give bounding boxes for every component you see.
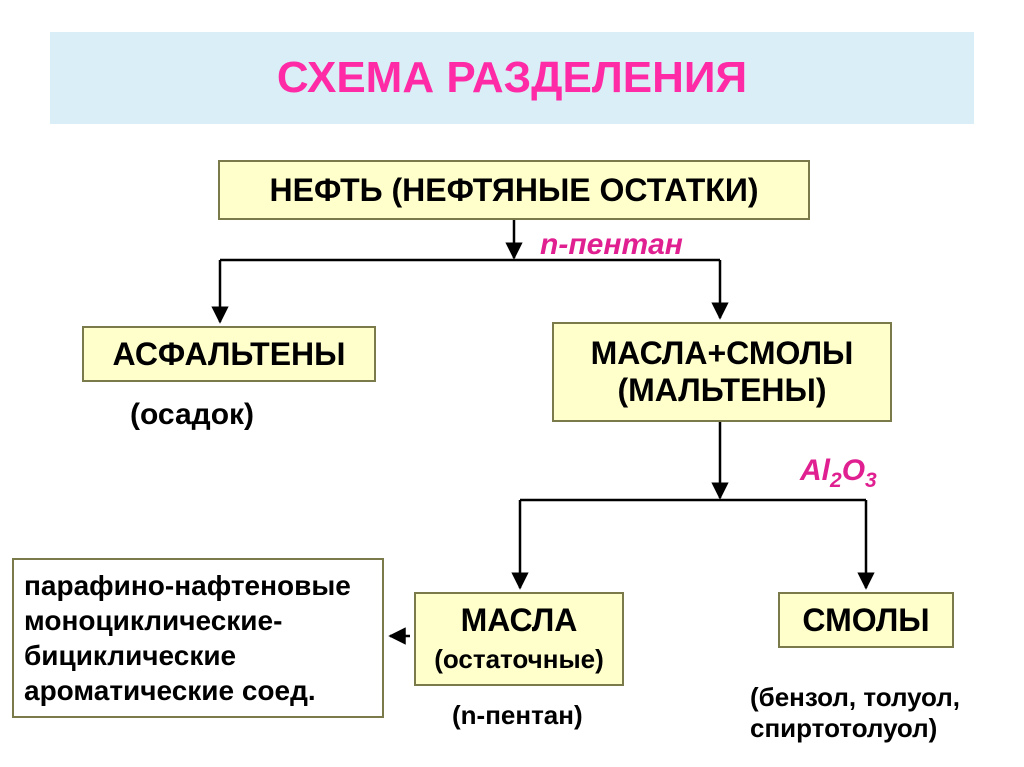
node-resins: СМОЛЫ (778, 592, 954, 648)
sidenote-line: бициклические (24, 638, 372, 673)
sidenote-line: ароматические соед. (24, 673, 372, 708)
sidenote-line: парафино-нафтеновые (24, 568, 372, 603)
node-root-text: НЕФТЬ (НЕФТЯНЫЕ ОСТАТКИ) (270, 172, 759, 209)
sidenote-line: моноциклические- (24, 603, 372, 638)
sidenote-compounds: парафино-нафтеновыемоноциклические-бицик… (12, 558, 384, 718)
diagram-title-text: СХЕМА РАЗДЕЛЕНИЯ (277, 53, 747, 103)
node-maltenes-text: МАСЛА+СМОЛЫ(МАЛЬТЕНЫ) (591, 335, 854, 409)
caption-al2o3: Al2O3 (800, 454, 877, 493)
diagram-title: СХЕМА РАЗДЕЛЕНИЯ (50, 32, 974, 124)
caption-resins-solvents: (бензол, толуол,спиртотолуол) (750, 682, 960, 744)
caption-n-pentane: n-пентан (540, 228, 683, 262)
node-maltenes: МАСЛА+СМОЛЫ(МАЛЬТЕНЫ) (552, 322, 892, 422)
node-root: НЕФТЬ (НЕФТЯНЫЕ ОСТАТКИ) (218, 160, 810, 220)
node-oils-text: МАСЛА(остаточные) (434, 602, 604, 676)
node-asphaltenes: АСФАЛЬТЕНЫ (82, 326, 376, 382)
node-resins-text: СМОЛЫ (802, 602, 929, 639)
caption-oils-pentane: (n-пентан) (452, 700, 583, 731)
node-asphaltenes-text: АСФАЛЬТЕНЫ (113, 336, 346, 373)
caption-asphalt-sediment: (осадок) (130, 398, 254, 432)
node-oils: МАСЛА(остаточные) (414, 592, 624, 686)
